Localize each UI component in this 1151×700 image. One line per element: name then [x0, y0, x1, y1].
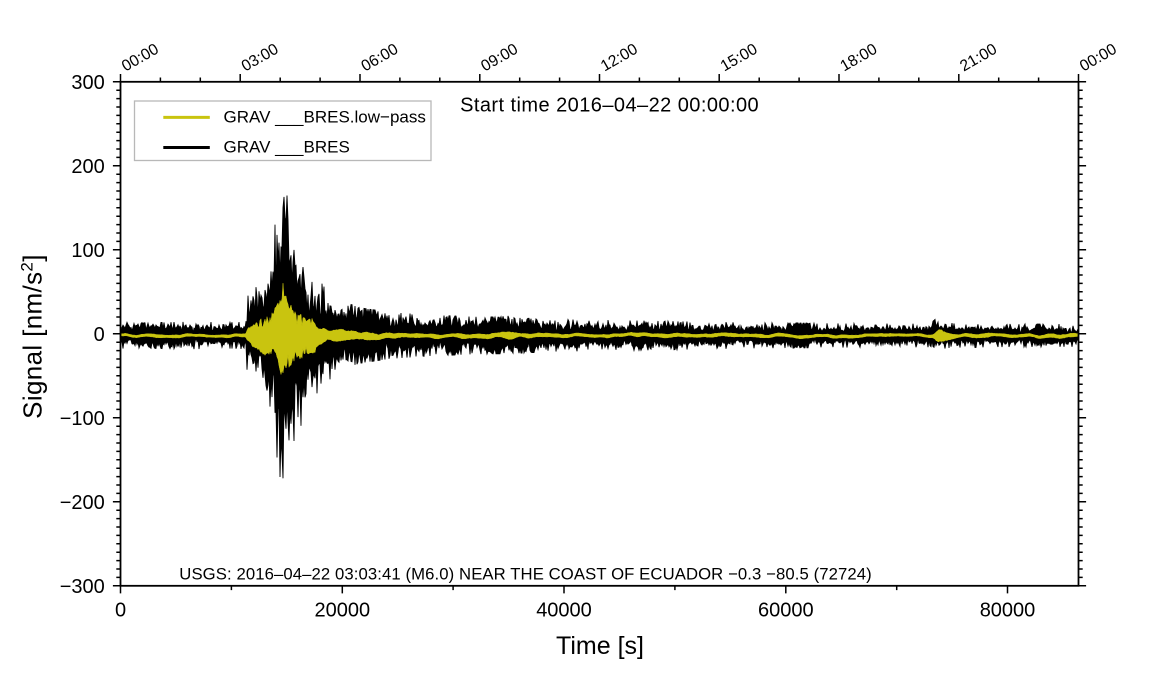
svg-text:−300: −300 [60, 576, 105, 598]
svg-text:200: 200 [71, 156, 104, 178]
svg-text:GRAV ___BRES: GRAV ___BRES [224, 138, 350, 157]
svg-text:GRAV ___BRES.low−pass: GRAV ___BRES.low−pass [224, 108, 426, 127]
svg-text:80000: 80000 [980, 600, 1036, 622]
svg-text:0: 0 [94, 324, 105, 346]
svg-text:Signal [nm/s2]: Signal [nm/s2] [18, 254, 48, 419]
svg-text:Time [s]: Time [s] [556, 632, 644, 660]
svg-text:100: 100 [71, 240, 104, 262]
svg-text:300: 300 [71, 72, 104, 94]
svg-text:USGS: 2016–04–22 03:03:41 (M6.: USGS: 2016–04–22 03:03:41 (M6.0) NEAR TH… [179, 564, 872, 583]
svg-text:20000: 20000 [314, 600, 370, 622]
svg-text:0: 0 [115, 600, 126, 622]
svg-text:−100: −100 [60, 408, 105, 430]
svg-text:−200: −200 [60, 492, 105, 514]
svg-text:40000: 40000 [536, 600, 592, 622]
svg-text:60000: 60000 [758, 600, 814, 622]
svg-text:Start time 2016–04–22 00:00:00: Start time 2016–04–22 00:00:00 [460, 94, 759, 116]
